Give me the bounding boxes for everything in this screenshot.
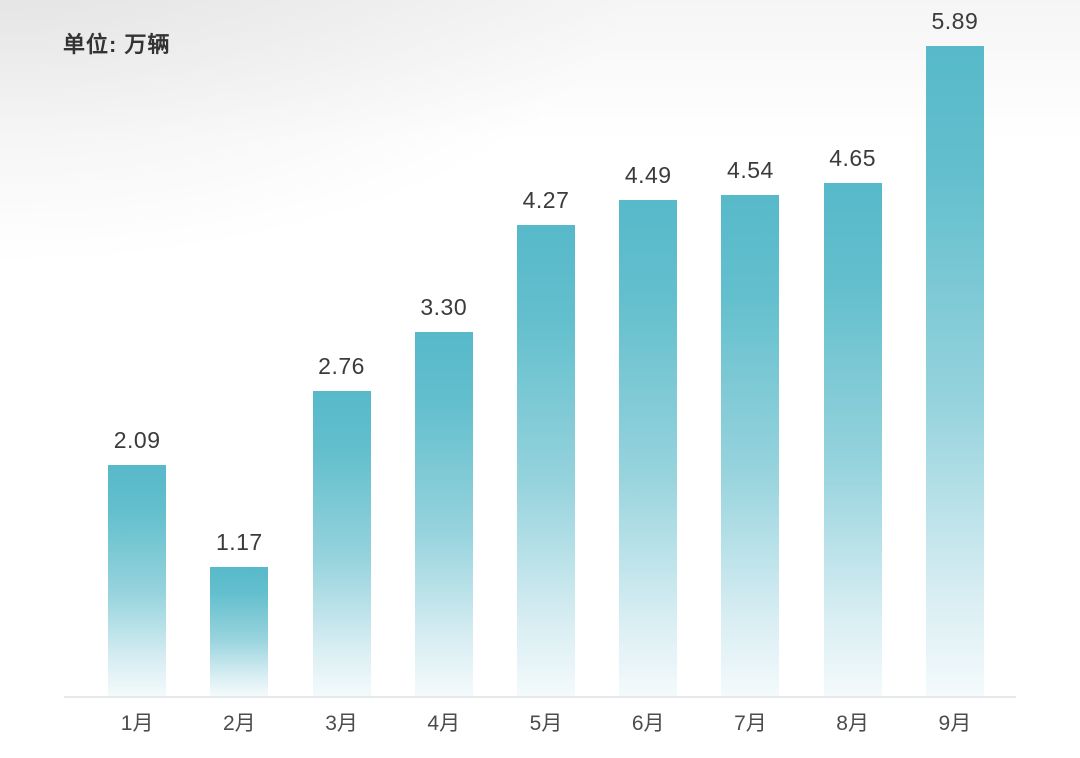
bar-column-month-4: 3.30: [393, 294, 495, 696]
bar-value-label: 4.54: [727, 157, 774, 183]
bar-value-label: 3.30: [420, 294, 468, 320]
bar-value-label: 4.49: [624, 162, 672, 188]
bar-value-label: 2.76: [318, 353, 365, 379]
x-tick-label: 9月: [938, 712, 972, 735]
bar-chart: 2.09 1.17 2.76 3.30 4.27 4.49 4.54 4.65 5.89 1月 2…: [64, 8, 1016, 735]
bar-value-label: 4.65: [829, 145, 877, 171]
bar-month-7: [721, 195, 780, 696]
bar-column-month-7: 4.54: [699, 157, 801, 696]
x-tick-label: 4月: [427, 712, 461, 735]
bar-column-month-3: 2.76: [290, 353, 392, 696]
x-tick-label: 6月: [631, 712, 665, 735]
x-tick-label: 8月: [836, 712, 869, 735]
x-tick-label: 3月: [325, 712, 358, 735]
bar-column-month-2: 1.17: [188, 529, 290, 696]
bar-month-4: [414, 332, 473, 696]
bar-month-9: [925, 46, 984, 696]
x-tick-label: 7月: [734, 712, 767, 735]
bar-month-6: [619, 200, 678, 696]
x-tick-label: 2月: [222, 712, 256, 735]
plot-area: 2.09 1.17 2.76 3.30 4.27 4.49 4.54 4.65 5.89: [64, 8, 1016, 696]
bar-column-month-1: 2.09: [86, 427, 188, 696]
bar-month-2: [210, 567, 269, 696]
x-axis-labels: 1月 2月 3月 4月 5月 6月 7月 8月 9月: [64, 707, 1016, 737]
bar-value-label: 4.27: [522, 187, 570, 213]
bar-value-label: 1.17: [215, 529, 263, 555]
x-tick-label: 1月: [120, 712, 154, 735]
bar-value-label: 5.89: [931, 8, 979, 34]
bar-column-month-5: 4.27: [495, 187, 597, 696]
bar-month-3: [312, 391, 371, 696]
bar-column-month-9: 5.89: [904, 8, 1006, 696]
bar-column-month-6: 4.49: [597, 162, 699, 696]
bar-value-label: 2.09: [113, 427, 161, 453]
unit-label: 单位: 万辆: [63, 32, 171, 57]
bar-column-month-8: 4.65: [802, 145, 904, 696]
x-tick-label: 5月: [529, 712, 563, 735]
bar-month-5: [516, 225, 575, 696]
bar-month-8: [823, 183, 882, 696]
bar-month-1: [108, 465, 167, 696]
